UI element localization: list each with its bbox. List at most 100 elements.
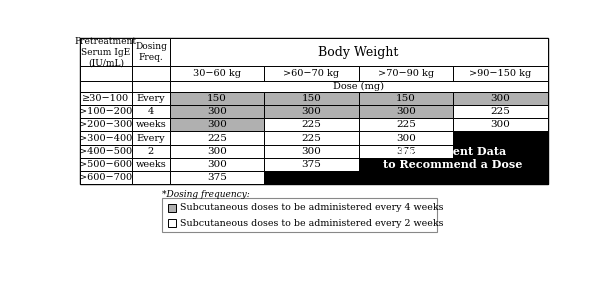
Bar: [453, 171, 548, 184]
Bar: [170, 92, 264, 105]
Bar: [359, 92, 453, 105]
Text: 4: 4: [147, 107, 154, 116]
Bar: [264, 66, 359, 81]
Text: Dose (mg): Dose (mg): [333, 82, 384, 92]
Bar: [453, 131, 548, 145]
Text: 150: 150: [207, 94, 226, 103]
Bar: [80, 92, 132, 105]
Bar: [264, 131, 359, 145]
Text: 225: 225: [207, 134, 226, 142]
Bar: [132, 171, 170, 184]
Text: 375: 375: [301, 160, 321, 169]
Text: 300: 300: [490, 94, 510, 103]
Text: 225: 225: [301, 134, 321, 142]
Text: >600−700: >600−700: [80, 173, 133, 182]
Bar: [264, 145, 359, 158]
Bar: [80, 38, 132, 66]
Bar: [359, 66, 453, 81]
Bar: [80, 118, 132, 131]
Bar: [80, 81, 132, 92]
Bar: [359, 131, 453, 145]
Bar: [132, 145, 170, 158]
Bar: [359, 118, 453, 131]
Bar: [80, 105, 132, 119]
Bar: [453, 118, 548, 131]
Text: 300: 300: [207, 107, 226, 116]
Text: 300: 300: [207, 147, 226, 156]
Text: >60−70 kg: >60−70 kg: [283, 69, 340, 78]
Text: 225: 225: [490, 107, 510, 116]
Bar: [170, 81, 548, 92]
Text: 300: 300: [207, 160, 226, 169]
Text: Insufficient Data
to Recommend a Dose: Insufficient Data to Recommend a Dose: [384, 146, 523, 169]
Text: ≥30−100: ≥30−100: [83, 94, 130, 103]
Bar: [264, 171, 359, 184]
Bar: [132, 92, 170, 105]
Bar: [162, 199, 437, 232]
Bar: [132, 38, 170, 66]
Text: 225: 225: [301, 120, 321, 129]
Text: >200−300: >200−300: [80, 120, 133, 129]
Text: >90−150 kg: >90−150 kg: [469, 69, 532, 78]
Bar: [170, 158, 264, 171]
Bar: [170, 38, 548, 66]
Text: weeks: weeks: [135, 120, 166, 129]
Text: 300: 300: [207, 120, 226, 129]
Bar: [80, 66, 132, 81]
Text: Dosing
Freq.: Dosing Freq.: [135, 43, 167, 62]
Bar: [80, 38, 548, 184]
Bar: [132, 81, 170, 92]
Bar: [132, 66, 170, 81]
Text: 300: 300: [301, 107, 321, 116]
Bar: [132, 158, 170, 171]
Text: >100−200: >100−200: [80, 107, 133, 116]
Text: 300: 300: [396, 107, 416, 116]
Text: >300−400: >300−400: [80, 134, 133, 142]
Bar: [132, 105, 170, 119]
Text: 375: 375: [207, 173, 226, 182]
Bar: [168, 204, 176, 212]
Bar: [80, 158, 132, 171]
Bar: [132, 131, 170, 145]
Text: 300: 300: [396, 134, 416, 142]
Bar: [264, 105, 359, 119]
Bar: [264, 118, 359, 131]
Text: Every: Every: [136, 94, 165, 103]
Bar: [264, 158, 359, 171]
Bar: [170, 105, 264, 119]
Bar: [359, 145, 453, 158]
Text: >70−90 kg: >70−90 kg: [378, 69, 434, 78]
Text: >400−500: >400−500: [80, 147, 133, 156]
Bar: [80, 145, 132, 158]
Bar: [80, 131, 132, 145]
Bar: [170, 171, 264, 184]
Bar: [453, 92, 548, 105]
Bar: [80, 171, 132, 184]
Bar: [168, 219, 176, 227]
Text: Body Weight: Body Weight: [318, 46, 399, 59]
Text: *Dosing frequency:: *Dosing frequency:: [162, 190, 250, 199]
Bar: [170, 118, 264, 131]
Bar: [359, 171, 453, 184]
Bar: [359, 158, 453, 171]
Text: >500−600: >500−600: [80, 160, 132, 169]
Text: Every: Every: [136, 134, 165, 142]
Bar: [453, 158, 548, 171]
Bar: [453, 66, 548, 81]
Text: 2: 2: [147, 147, 154, 156]
Text: 300: 300: [490, 120, 510, 129]
Text: Subcutaneous doses to be administered every 4 weeks: Subcutaneous doses to be administered ev…: [179, 203, 443, 212]
Text: Pretreatment
Serum IgE
(IU/mL): Pretreatment Serum IgE (IU/mL): [75, 37, 137, 67]
Text: Subcutaneous doses to be administered every 2 weeks: Subcutaneous doses to be administered ev…: [179, 219, 443, 228]
Text: 375: 375: [396, 147, 416, 156]
Bar: [264, 92, 359, 105]
Bar: [453, 105, 548, 119]
Text: 300: 300: [301, 147, 321, 156]
Bar: [170, 131, 264, 145]
Text: 150: 150: [396, 94, 416, 103]
Bar: [453, 145, 548, 158]
Text: 225: 225: [396, 120, 416, 129]
Bar: [170, 145, 264, 158]
Text: weeks: weeks: [135, 160, 166, 169]
Bar: [170, 66, 264, 81]
